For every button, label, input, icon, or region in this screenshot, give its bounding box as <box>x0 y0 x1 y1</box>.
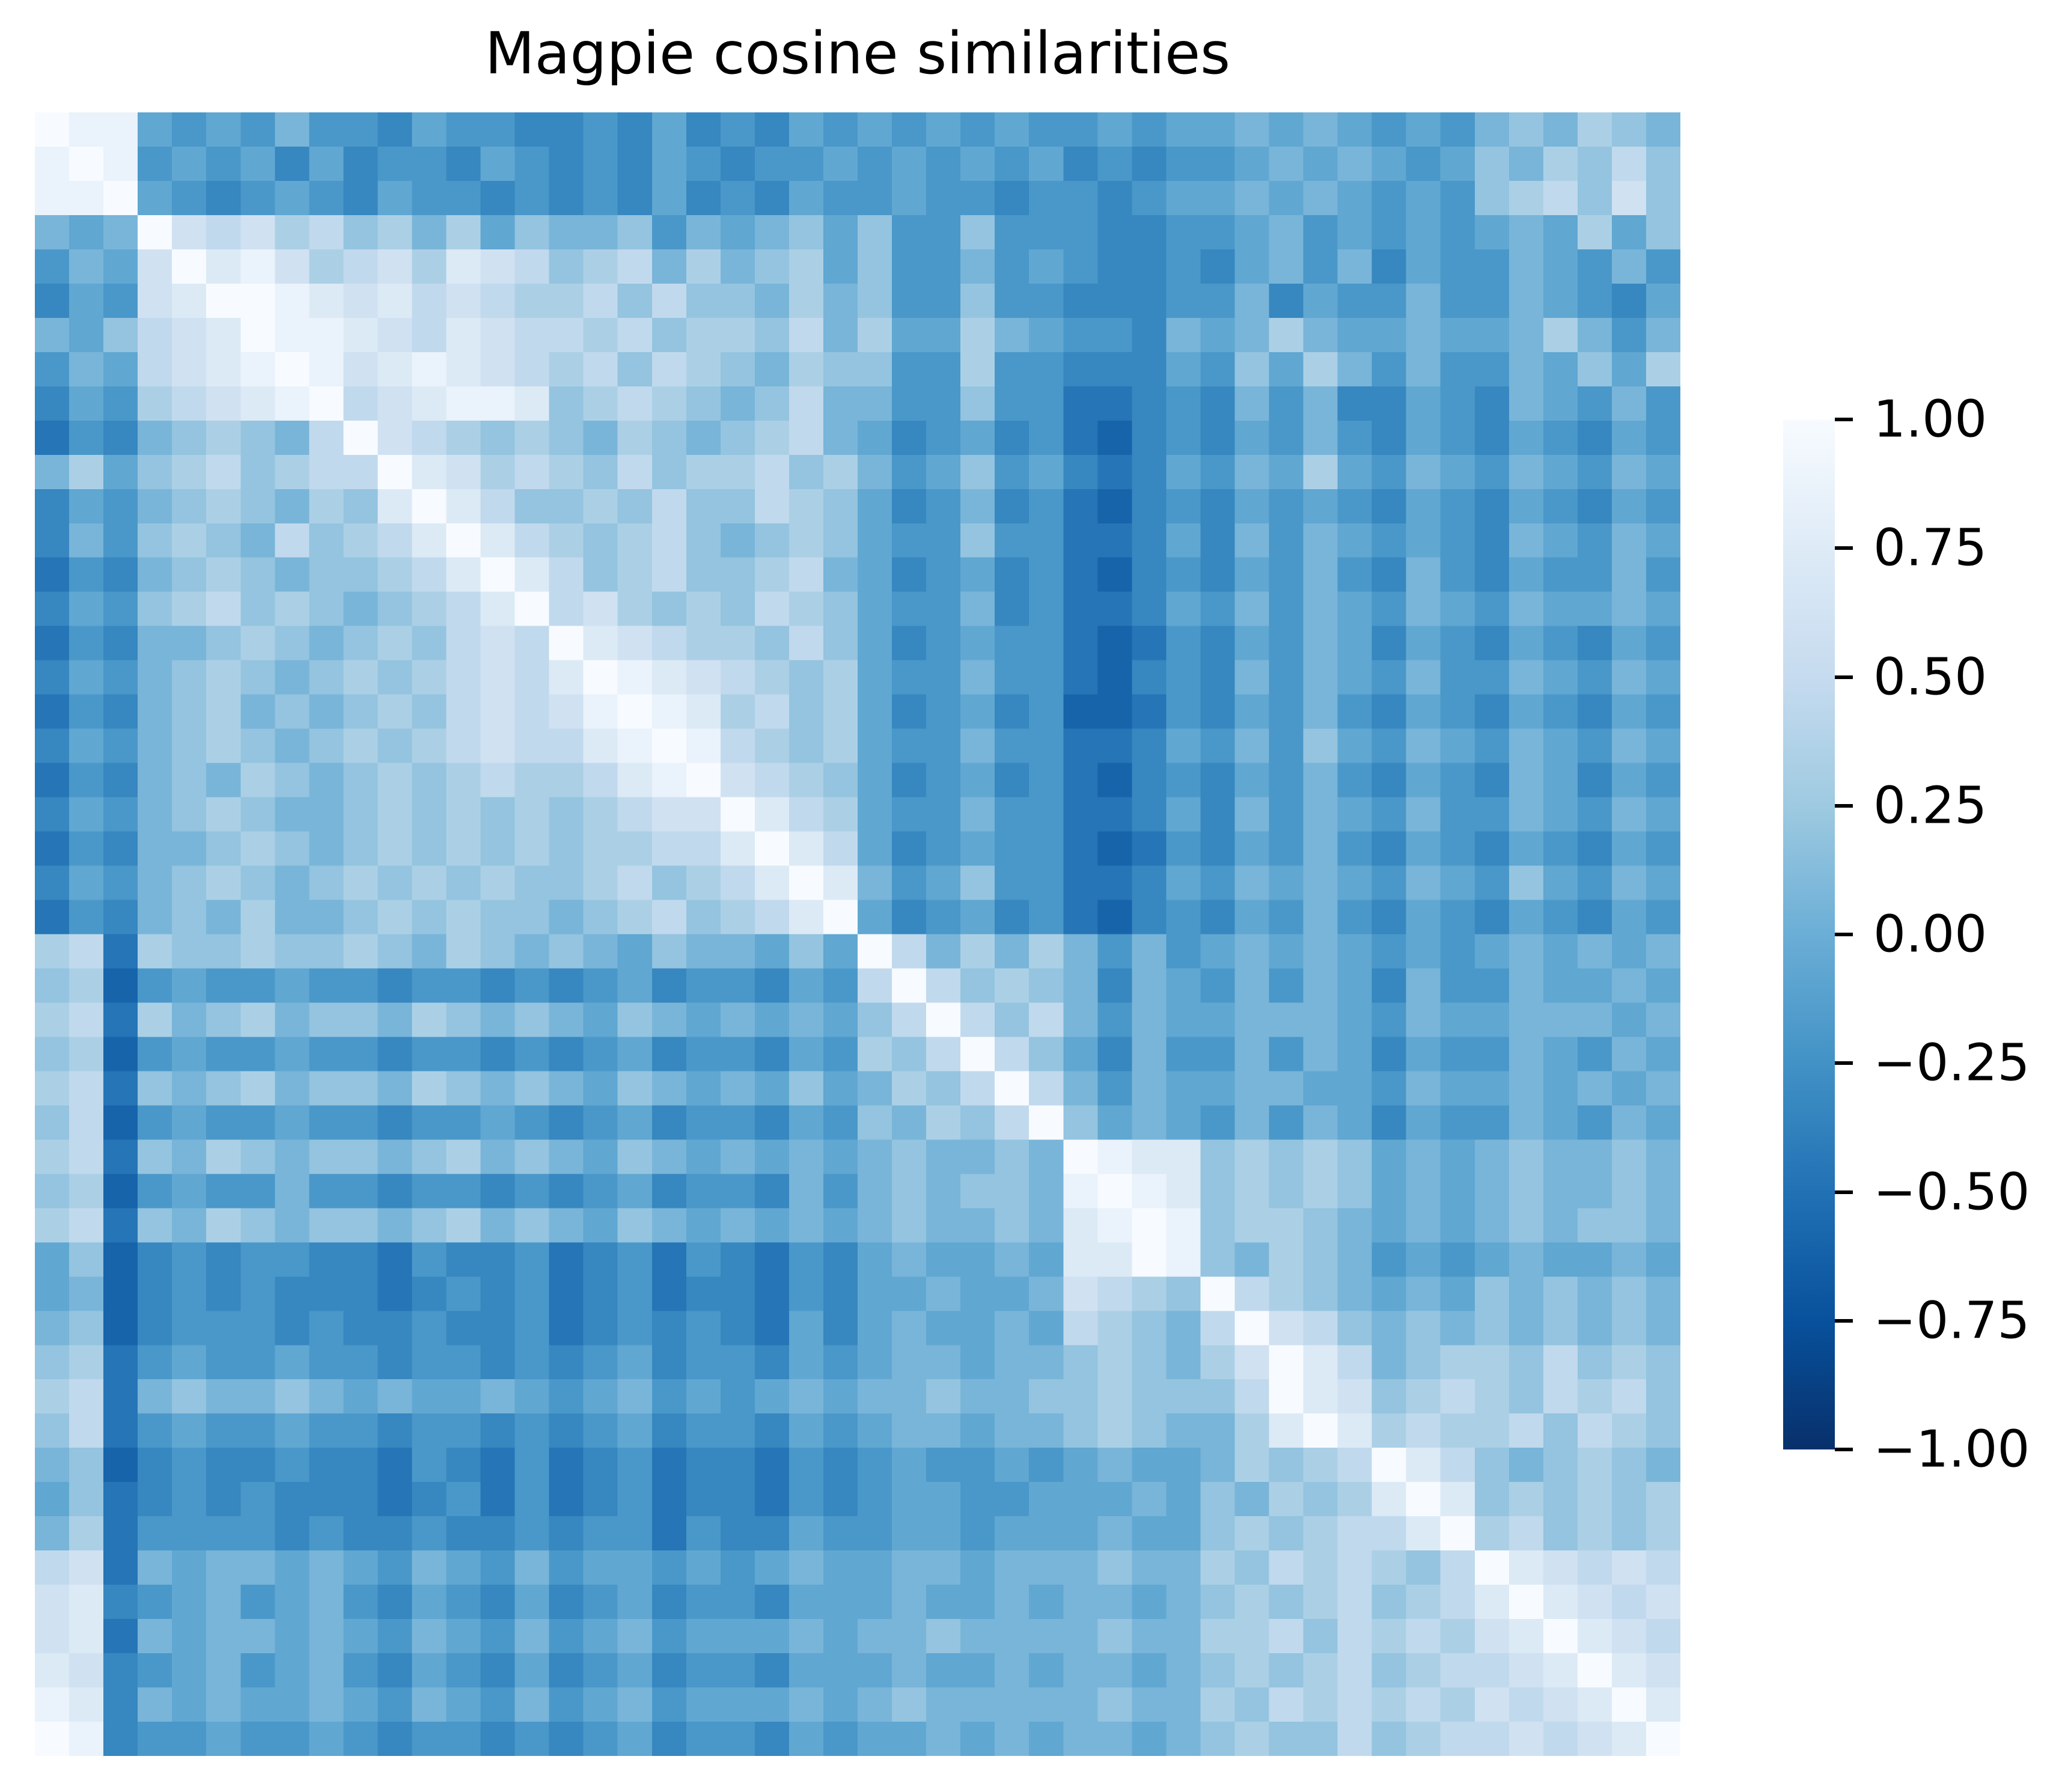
colorbar-tick-mark <box>1835 803 1853 808</box>
colorbar-tick-mark <box>1835 675 1853 679</box>
colorbar-tick-mark <box>1835 1061 1853 1065</box>
colorbar-tick-mark <box>1835 418 1853 421</box>
colorbar-tick-label: −0.50 <box>1873 1162 2030 1222</box>
colorbar-tick-mark <box>1835 546 1853 550</box>
colorbar: 1.00 0.75 0.50 0.25 0.00 −0.25 −0.50 −0.75 −1.00 <box>1783 394 2059 1475</box>
colorbar-tick-label: −0.75 <box>1873 1291 2030 1351</box>
colorbar-tick-mark <box>1835 1448 1853 1451</box>
colorbar-tick-label: −1.00 <box>1873 1419 2030 1480</box>
colorbar-tick-label: 0.25 <box>1873 776 1987 836</box>
chart-title: Magpie cosine similarities <box>484 20 1231 87</box>
colorbar-tick-mark <box>1835 933 1853 936</box>
colorbar-tick-label: −0.25 <box>1873 1033 2030 1093</box>
colorbar-tick-label: 0.00 <box>1873 904 1987 965</box>
colorbar-tick-label: 0.50 <box>1873 647 1987 707</box>
colorbar-gradient <box>1783 419 1835 1449</box>
colorbar-tick-mark <box>1835 1318 1853 1323</box>
colorbar-tick-mark <box>1835 1190 1853 1194</box>
colorbar-tick-label: 1.00 <box>1873 389 1987 450</box>
colorbar-tick-label: 0.75 <box>1873 518 1987 578</box>
heatmap-image <box>35 112 1680 1756</box>
